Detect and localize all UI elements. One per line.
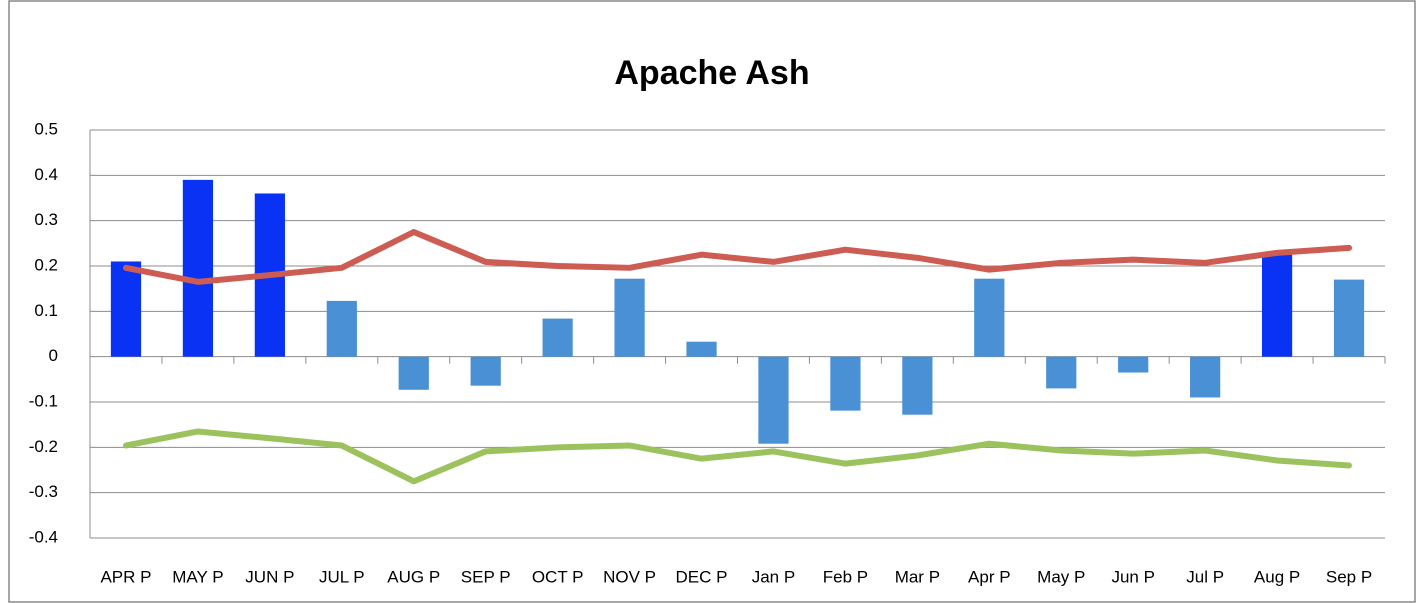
y-tick-label: 0.5 [34, 119, 58, 138]
x-tick-label: Sep P [1326, 567, 1372, 586]
x-tick-label: APR P [100, 567, 151, 586]
bar [974, 278, 1005, 357]
bar [758, 356, 789, 444]
y-tick-label: 0.2 [34, 255, 58, 274]
x-tick-label: SEP P [461, 567, 511, 586]
bar [182, 179, 214, 357]
bar [1261, 254, 1293, 357]
x-tick-label: Jul P [1186, 567, 1224, 586]
chart-title: Apache Ash [614, 54, 809, 92]
bar [1190, 356, 1221, 398]
y-tick-label: 0.4 [34, 165, 58, 184]
y-tick-label: -0.4 [29, 527, 58, 546]
x-tick-label: Jun P [1111, 567, 1154, 586]
bar [542, 318, 573, 357]
x-tick-label: Apr P [968, 567, 1011, 586]
bar [614, 278, 645, 357]
bar [398, 356, 429, 390]
x-tick-label: OCT P [532, 567, 584, 586]
x-tick-label: Mar P [895, 567, 940, 586]
x-tick-label: JUN P [245, 567, 294, 586]
chart-border [8, 0, 1416, 603]
bar [470, 356, 501, 386]
y-tick-label: 0.3 [34, 210, 58, 229]
x-tick-label: Feb P [823, 567, 868, 586]
bar [1046, 356, 1077, 389]
y-tick-label: -0.1 [29, 391, 58, 410]
x-tick-label: May P [1037, 567, 1085, 586]
y-tick-label: 0 [49, 346, 58, 365]
bar [1118, 356, 1149, 373]
x-tick-label: Aug P [1254, 567, 1300, 586]
y-tick-label: 0.1 [34, 301, 58, 320]
bar [110, 261, 142, 357]
bar [686, 341, 717, 357]
x-tick-label: MAY P [172, 567, 223, 586]
x-tick-label: AUG P [387, 567, 440, 586]
bar [1333, 279, 1365, 357]
y-tick-label: -0.2 [29, 437, 58, 456]
bar [326, 300, 357, 357]
bar [902, 356, 933, 415]
x-tick-label: JUL P [319, 567, 365, 586]
x-tick-label: Jan P [752, 567, 795, 586]
line [122, 229, 1353, 285]
line [122, 428, 1353, 485]
x-tick-label: DEC P [676, 567, 728, 586]
x-tick-label: NOV P [603, 567, 656, 586]
bar [830, 356, 861, 411]
y-tick-label: -0.3 [29, 482, 58, 501]
